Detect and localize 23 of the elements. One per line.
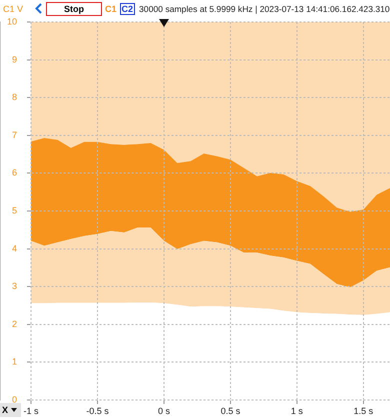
y-tick-label: 2	[12, 318, 17, 329]
y-tick-label: 10	[6, 16, 17, 26]
text: C2	[120, 2, 136, 14]
y-tick-label: 0	[12, 394, 17, 404]
y-tick-label: 8	[12, 92, 17, 102]
y-tick-label: 1	[12, 356, 17, 367]
chart-title: 30000 samples at 5.9999 kHz | 2023-07-13 14:41:06.162.423.310	[139, 4, 390, 14]
x-tick-label: 1 s	[290, 406, 304, 416]
text: Stop	[46, 2, 102, 16]
y-tick-label: 7	[12, 130, 17, 140]
y-tick-label: 9	[12, 54, 17, 64]
x-tick-label: 0.5 s	[220, 406, 241, 416]
y-tick-label: 5	[12, 205, 17, 216]
x-tick-label: -0.5 s	[86, 406, 110, 416]
text: C1	[105, 4, 117, 14]
text: X	[2, 405, 8, 415]
x-tick-label: -1 s	[23, 406, 39, 416]
x-tick-label: 1.5 s	[354, 406, 374, 416]
y-tick-label: 3	[12, 281, 17, 292]
x-tick-label: 0 s	[158, 406, 170, 416]
y-tick-label: 6	[12, 168, 17, 178]
y-axis-title: C1 V	[2, 4, 24, 14]
y-tick-label: 4	[12, 243, 17, 254]
